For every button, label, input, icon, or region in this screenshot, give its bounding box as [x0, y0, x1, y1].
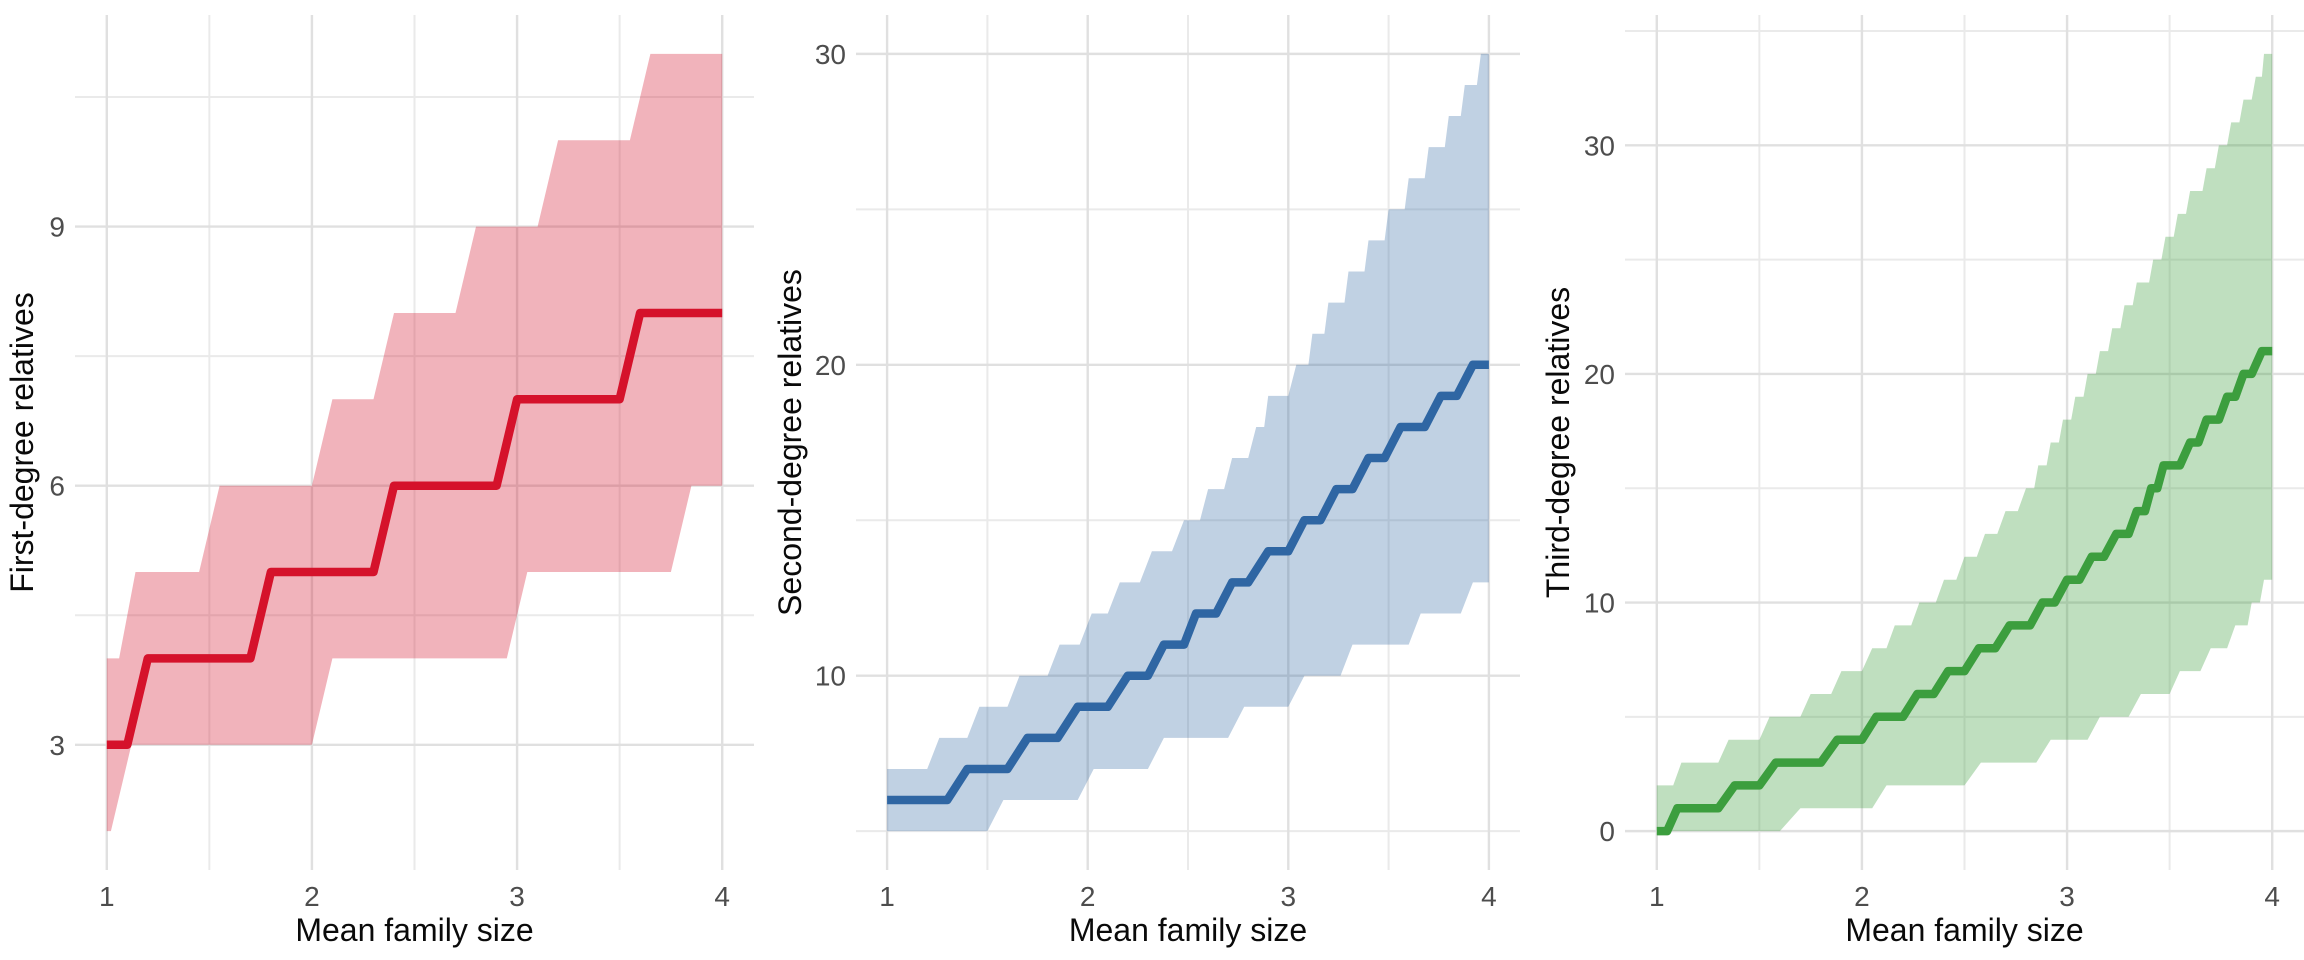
- median-line: [106, 308, 723, 750]
- y-tick-label: 20: [1584, 359, 1615, 390]
- y-tick-label: 9: [49, 212, 65, 243]
- x-axis-title: Mean family size: [1845, 912, 2083, 948]
- panel-first-degree: 1 2 3 4 3 6 9 Mean family size First-degree rela…: [0, 0, 768, 960]
- y-tick-label: 30: [815, 39, 846, 70]
- panel-second-degree: 1 2 3 4 10 20 30 Mean family size Second-degree …: [768, 0, 1536, 960]
- panel-background: [1536, 0, 2304, 960]
- first-degree-chart: 1 2 3 4 3 6 9 Mean family size First-degree rela…: [0, 0, 768, 960]
- x-tick-label: 1: [99, 881, 115, 912]
- median-line: [1656, 346, 2273, 836]
- x-axis-title: Mean family size: [1069, 912, 1307, 948]
- x-tick-label: 2: [1854, 881, 1870, 912]
- x-tick-label: 2: [1080, 881, 1096, 912]
- panel-third-degree: 1 2 3 4 0 10 20 30 Mean family size Third-degree …: [1536, 0, 2304, 960]
- third-degree-chart: 1 2 3 4 0 10 20 30 Mean family size Third-degree …: [1536, 0, 2304, 960]
- x-axis-title: Mean family size: [295, 912, 533, 948]
- confidence-ribbon: [1656, 53, 2273, 832]
- x-tick-label: 4: [1481, 881, 1497, 912]
- confidence-ribbon: [106, 53, 723, 832]
- x-tick-label: 4: [2264, 881, 2280, 912]
- x-tick-label: 3: [1281, 881, 1297, 912]
- y-tick-label: 3: [49, 730, 65, 761]
- median-line: [887, 360, 1489, 805]
- x-tick-label: 3: [509, 881, 525, 912]
- y-axis-title: Third-degree relatives: [1540, 287, 1576, 598]
- y-tick-label: 20: [815, 350, 846, 381]
- confidence-ribbon: [887, 53, 1489, 832]
- y-axis-title: First-degree relatives: [4, 292, 40, 593]
- y-tick-label: 30: [1584, 130, 1615, 161]
- x-tick-label: 3: [2059, 881, 2075, 912]
- panel-background: [0, 0, 768, 960]
- y-tick-label: 10: [815, 661, 846, 692]
- y-tick-label: 10: [1584, 588, 1615, 619]
- x-tick-label: 1: [879, 881, 895, 912]
- y-tick-label: 6: [49, 471, 65, 502]
- second-degree-chart: 1 2 3 4 10 20 30 Mean family size Second-degree …: [768, 0, 1536, 960]
- x-tick-label: 2: [304, 881, 320, 912]
- y-axis-title: Second-degree relatives: [772, 269, 808, 616]
- x-tick-label: 4: [714, 881, 730, 912]
- x-tick-label: 1: [1649, 881, 1665, 912]
- y-tick-label: 0: [1599, 816, 1615, 847]
